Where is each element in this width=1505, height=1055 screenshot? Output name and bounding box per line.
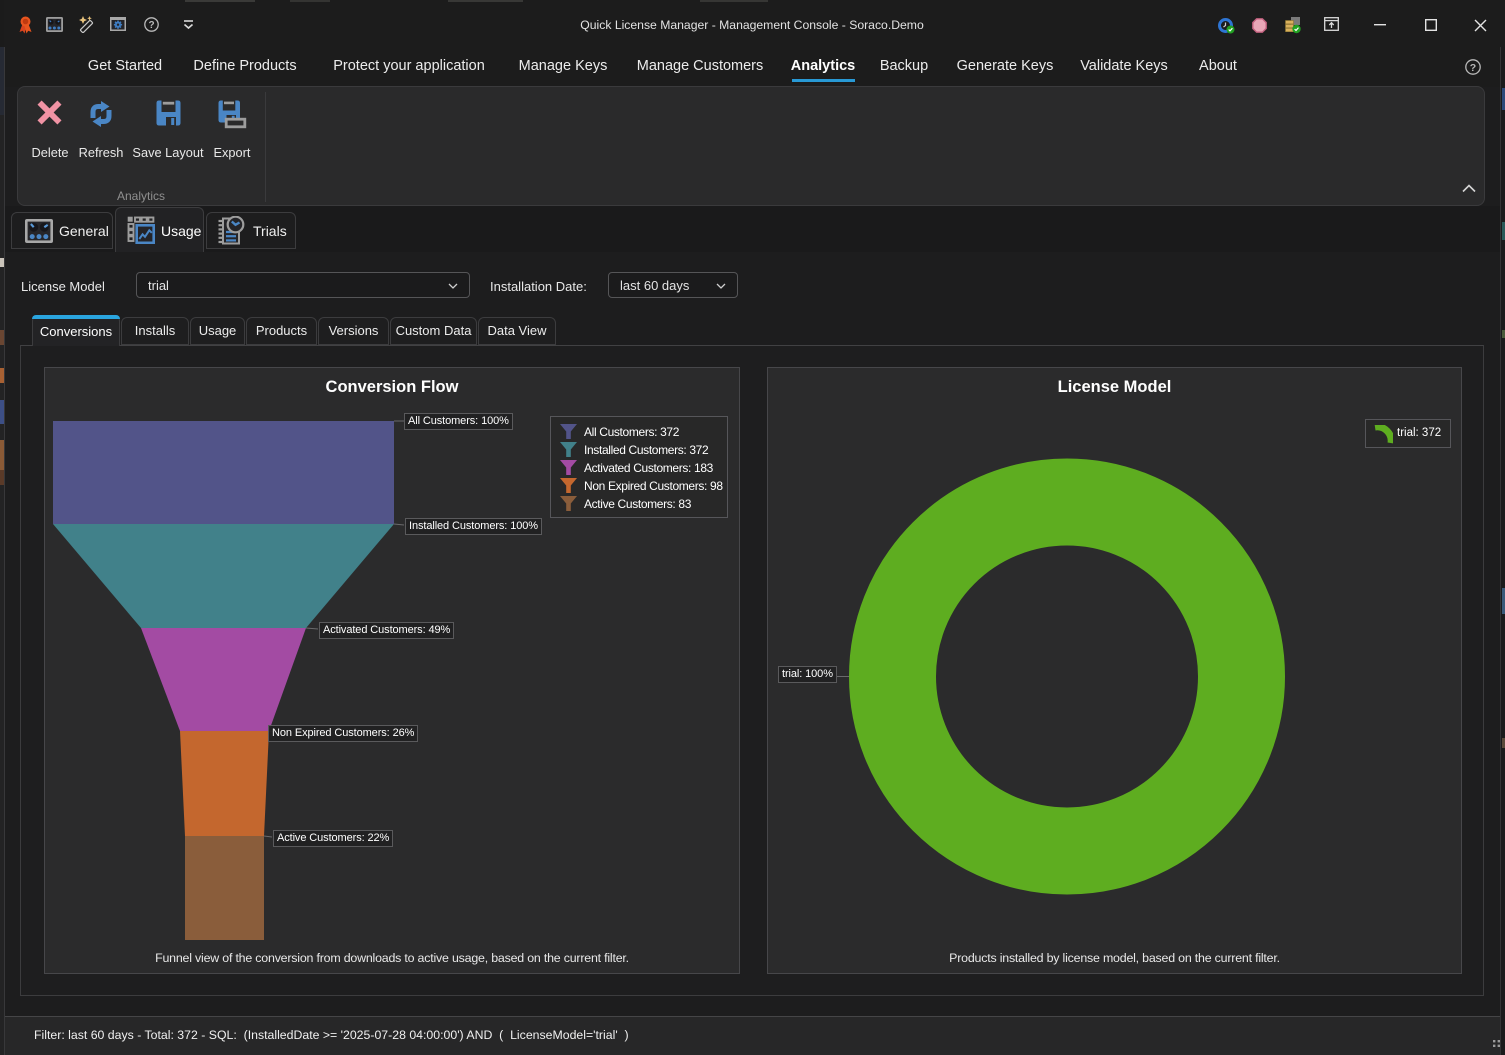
svg-text:?: ?: [1470, 62, 1476, 74]
svg-text:?: ?: [148, 20, 154, 31]
